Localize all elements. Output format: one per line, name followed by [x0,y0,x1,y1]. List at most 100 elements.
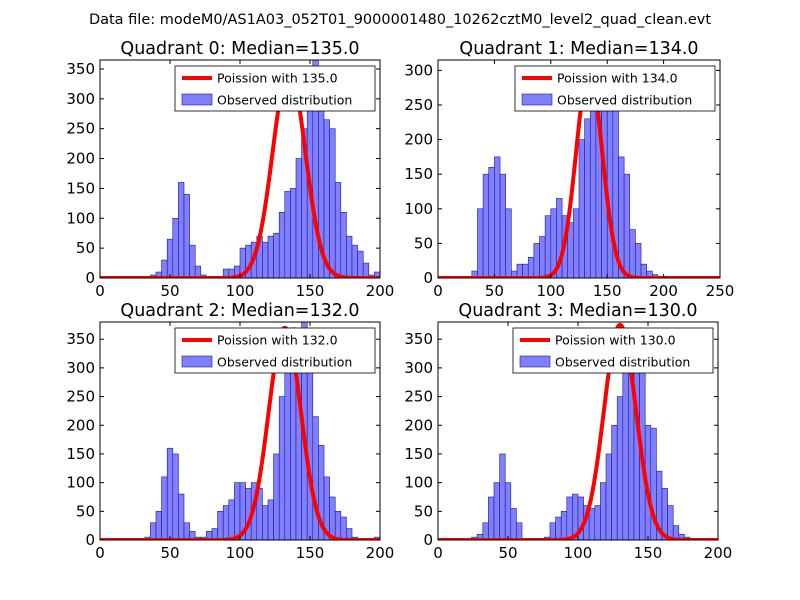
histogram-bar [189,244,196,278]
histogram-bar [640,263,647,278]
y-tick-label: 0 [85,531,95,549]
histogram-bar [606,90,614,278]
poisson-curve [438,68,720,278]
histogram-bar [510,508,517,540]
histogram-bar [278,396,286,540]
y-tick-label: 200 [66,150,95,168]
histogram-bar [161,476,168,540]
histogram-bar [155,511,162,540]
legend-label-observed: Observed distribution [217,93,352,108]
legend: Poission with 132.0 Observed distribution [174,327,376,374]
legend-label-poisson: Poission with 130.0 [555,333,676,348]
histogram-bar [533,243,540,278]
histogram-bar [217,511,224,540]
x-tick-label: 0 [95,544,105,562]
y-tick-label: 200 [66,416,95,434]
histogram-bar [166,238,174,278]
x-tick-label: 100 [564,544,593,562]
histogram-bar [516,263,523,278]
quadrant-0-title: Quadrant 0: Median=135.0 [120,39,359,59]
histogram-bar [539,236,546,278]
histogram-bar [273,453,280,540]
legend-label-observed: Observed distribution [557,93,692,108]
histogram-bar [228,499,235,540]
y-tick-label: 300 [404,359,433,377]
histogram-bar [589,97,597,278]
histogram-bar [334,182,342,278]
histogram-bar [267,235,274,278]
histogram-bar [594,505,601,540]
histogram-bar [477,208,484,278]
x-tick-label: 0 [433,544,443,562]
histogram-bar [629,229,636,278]
y-tick-label: 50 [76,239,95,257]
y-tick-label: 50 [414,502,433,520]
histogram-bar [172,453,179,540]
histogram-bar [493,482,500,540]
poisson-curve [100,325,380,540]
x-tick-label: 50 [160,282,179,300]
legend-bar-swatch [519,355,551,368]
histogram-bar [600,482,607,540]
legend: Poission with 134.0 Observed distribution [514,65,716,112]
y-tick-label: 300 [66,359,95,377]
histogram-bar [588,508,596,540]
histogram-bar [560,511,568,540]
y-tick-label: 0 [423,531,433,549]
poisson-curve [438,322,718,540]
legend-label-poisson: Poission with 134.0 [557,71,678,86]
histogram-bar [605,453,612,540]
histogram-bar [172,217,179,278]
x-tick-label: 150 [296,544,325,562]
quadrant-1-panel: Quadrant 1: Median=134.0 0 50 100 150 200 250 0… [404,39,734,300]
x-tick-label: 0 [433,282,443,300]
histogram-bar [616,396,624,540]
histogram-bar [262,505,269,540]
histogram-bar [334,511,342,540]
histogram-bar [222,505,230,540]
legend: Poission with 130.0 Observed distribution [512,327,714,374]
x-tick-label: 200 [366,282,395,300]
histogram-bar [312,416,319,540]
x-tick-label: 100 [226,282,255,300]
y-tick-label: 150 [404,445,433,463]
x-tick-label: 100 [536,282,565,300]
x-tick-label: 50 [498,544,517,562]
y-tick-label: 350 [404,330,433,348]
x-tick-label: 200 [649,282,678,300]
histogram-bar [549,522,556,540]
y-tick-label: 100 [404,200,433,218]
y-tick-label: 150 [66,179,95,197]
histogram-bar [544,215,552,278]
quadrant-1-title: Quadrant 1: Median=134.0 [459,39,698,59]
quadrant-2-title: Quadrant 2: Median=132.0 [120,301,359,321]
legend-bar-swatch [181,93,213,106]
y-tick-label: 100 [66,474,95,492]
x-tick-label: 0 [95,282,105,300]
histogram-bar [284,191,291,278]
y-tick-label: 300 [404,61,433,79]
y-tick-label: 0 [423,269,433,287]
x-tick-label: 250 [706,282,735,300]
y-tick-label: 250 [66,120,95,138]
x-tick-label: 100 [226,544,255,562]
x-tick-label: 150 [593,282,622,300]
histogram-bar [522,263,529,278]
histogram-bar [346,235,353,278]
histogram-bar [578,139,585,278]
quadrant-2-panel: Quadrant 2: Median=132.0 0 50 100 150 200 0 50 1… [66,301,394,562]
histogram-bar [362,262,370,278]
x-tick-label: 150 [634,544,663,562]
histogram-bar [482,173,490,278]
y-tick-label: 250 [66,388,95,406]
y-tick-label: 0 [85,269,95,287]
histogram-bar [178,182,185,278]
histogram-bar [340,212,347,278]
y-tick-label: 200 [404,416,433,434]
figure-suptitle: Data file: modeM0/AS1A03_052T01_90000014… [89,12,711,28]
histogram-bar [573,208,580,278]
histogram-bar [555,516,562,540]
y-tick-label: 350 [66,330,95,348]
